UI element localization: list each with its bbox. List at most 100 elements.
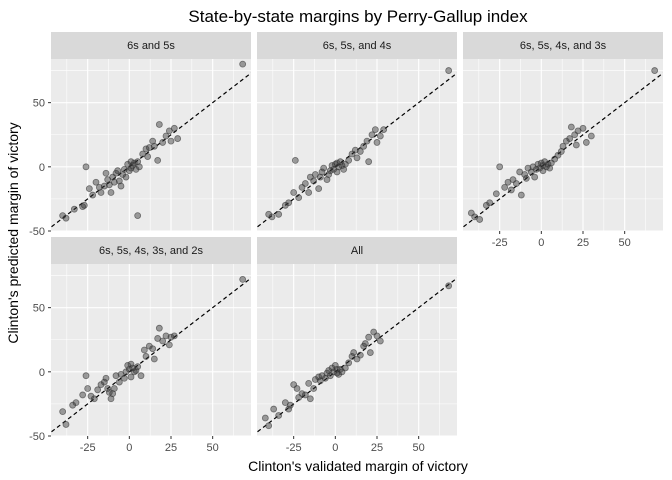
data-point: [492, 190, 500, 198]
data-point: [159, 337, 167, 345]
x-axis-title: Clinton's validated margin of victory: [248, 458, 468, 474]
data-point: [170, 124, 178, 132]
data-point: [82, 372, 90, 380]
data-point: [350, 349, 358, 356]
data-point: [341, 364, 349, 372]
data-point: [122, 173, 130, 181]
data-point: [82, 163, 90, 171]
data-point: [90, 395, 98, 403]
x-tick-label: -25: [492, 237, 508, 249]
data-point: [150, 355, 158, 363]
data-point: [62, 214, 70, 222]
data-point: [104, 385, 112, 392]
plot-background: [257, 59, 457, 231]
facet-strip-label: All: [351, 245, 363, 257]
data-point: [110, 385, 118, 392]
data-point: [501, 183, 509, 191]
data-point: [325, 171, 333, 178]
reference-line: [51, 277, 251, 433]
data-point: [376, 337, 384, 345]
facet-panel: All -25 0 25 50: [257, 237, 457, 454]
data-point: [72, 399, 80, 407]
data-point: [102, 374, 110, 382]
x-tick-label: -25: [80, 442, 96, 454]
data-point: [127, 373, 135, 381]
data-point: [361, 340, 369, 347]
data-point: [94, 386, 102, 394]
data-point: [132, 367, 140, 374]
data-point: [270, 405, 278, 413]
data-point: [167, 137, 175, 145]
data-point: [142, 353, 150, 360]
reference-line: [257, 277, 457, 433]
data-point: [95, 183, 103, 191]
data-point: [110, 178, 118, 186]
data-point: [323, 176, 331, 184]
data-point: [366, 349, 374, 356]
x-tick-label: 0: [538, 237, 544, 249]
data-point: [285, 199, 293, 207]
data-point: [373, 332, 381, 340]
reference-line: [257, 72, 457, 228]
x-tick-label: 25: [165, 442, 177, 454]
facet-panel: 6s, 5s, 4s, and 3s -25 0 25 50: [463, 32, 663, 249]
plot-background: [51, 264, 251, 436]
data-point: [316, 173, 324, 181]
data-point: [353, 154, 361, 162]
facet-strip: [257, 237, 457, 264]
data-point: [496, 163, 504, 171]
data-point: [265, 422, 273, 430]
data-point: [285, 405, 293, 413]
data-point: [301, 180, 309, 187]
facet-strip-label: 6s, 5s, 4s, and 3s: [520, 40, 607, 52]
data-point: [290, 189, 298, 196]
data-point: [97, 189, 105, 196]
facet-strip-label: 6s, 5s, and 4s: [323, 40, 392, 52]
data-point: [587, 132, 595, 140]
y-tick-label: -50: [29, 226, 45, 238]
x-tick-label: -25: [286, 442, 302, 454]
y-tick-label: 0: [39, 367, 45, 379]
data-point: [368, 131, 376, 139]
points: [59, 60, 247, 222]
data-point: [651, 67, 659, 74]
data-point: [140, 346, 148, 354]
x-tick-label: 50: [207, 442, 219, 454]
x-tick-label: 25: [371, 442, 383, 454]
data-point: [239, 60, 247, 68]
chart-title: State-by-state margins by Perry-Gallup i…: [188, 7, 528, 26]
y-tick-label: 50: [33, 98, 45, 110]
data-point: [115, 378, 123, 386]
points: [265, 67, 453, 221]
data-point: [275, 210, 283, 218]
data-point: [365, 333, 373, 341]
data-point: [293, 385, 301, 392]
data-point: [507, 186, 515, 194]
data-point: [310, 385, 318, 392]
data-point: [79, 391, 87, 399]
data-point: [531, 173, 539, 181]
data-point: [356, 351, 364, 359]
points: [59, 276, 247, 428]
y-tick-label: 50: [33, 303, 45, 315]
data-point: [109, 390, 117, 398]
data-point: [275, 412, 283, 419]
data-point: [579, 124, 587, 132]
data-point: [295, 194, 303, 202]
data-point: [59, 408, 67, 416]
data-point: [363, 137, 371, 145]
data-point: [567, 123, 575, 131]
data-point: [112, 372, 120, 380]
data-point: [305, 189, 313, 196]
data-point: [291, 157, 299, 164]
data-point: [85, 185, 93, 193]
data-point: [286, 401, 294, 409]
data-point: [134, 158, 142, 166]
data-point: [522, 174, 530, 182]
points: [467, 67, 659, 223]
data-point: [115, 177, 123, 185]
reference-line: [51, 72, 251, 228]
data-point: [301, 391, 309, 399]
data-point: [333, 168, 341, 176]
